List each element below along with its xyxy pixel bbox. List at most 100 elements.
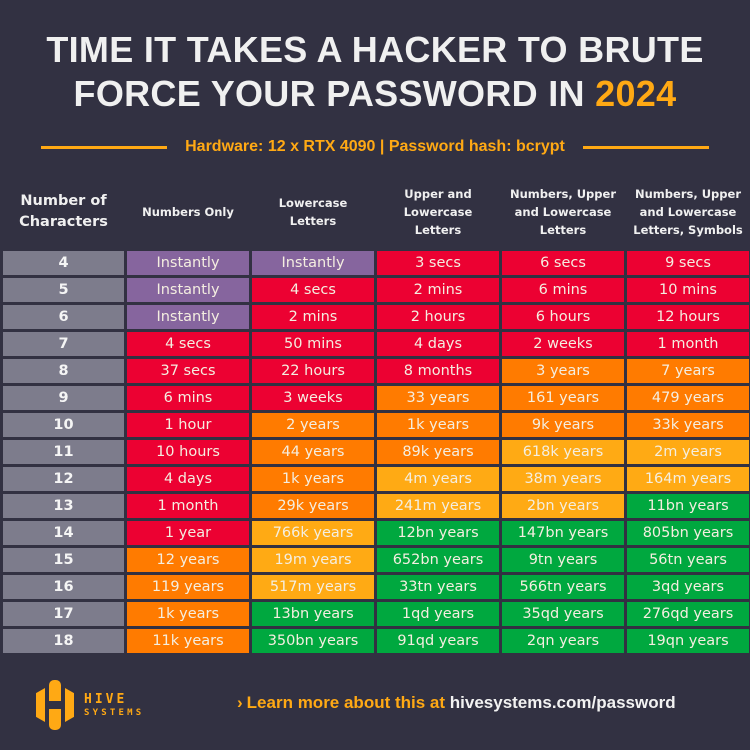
table-cell: 9 secs: [627, 251, 749, 275]
table-cell: 1k years: [377, 413, 499, 437]
table-cell: 6 mins: [502, 278, 624, 302]
table-cell: 89k years: [377, 440, 499, 464]
row-header-characters: 13: [3, 494, 124, 518]
table-cell: 1 month: [127, 494, 249, 518]
table-cell: 241m years: [377, 494, 499, 518]
table-cell: 19m years: [252, 548, 374, 572]
table-cell: 1qd years: [377, 602, 499, 626]
table-cell: 276qd years: [627, 602, 749, 626]
table-cell: 9k years: [502, 413, 624, 437]
logo-text-hive: HIVE: [84, 691, 128, 707]
table-cell: 618k years: [502, 440, 624, 464]
table-cell: 4 days: [377, 332, 499, 356]
table-cell: 1 year: [127, 521, 249, 545]
table-cell: 1 hour: [127, 413, 249, 437]
row-header-characters: 5: [3, 278, 124, 302]
column-header-upper-lower: Upper and Lowercase Letters: [403, 187, 473, 237]
table-cell: Instantly: [127, 278, 249, 302]
table-cell: 33 years: [377, 386, 499, 410]
subtitle: Hardware: 12 x RTX 4090 | Password hash:…: [185, 138, 565, 155]
logo-text-systems: SYSTEMS: [84, 707, 145, 718]
table-cell: 479 years: [627, 386, 749, 410]
table-cell: 33tn years: [377, 575, 499, 599]
title-year: 2024: [595, 73, 677, 114]
row-header-characters: 15: [3, 548, 124, 572]
table-cell: 119 years: [127, 575, 249, 599]
table-cell: 22 hours: [252, 359, 374, 383]
row-header-characters: 17: [3, 602, 124, 626]
table-cell: 1k years: [252, 467, 374, 491]
table-cell: 6 mins: [127, 386, 249, 410]
table-cell: 4 days: [127, 467, 249, 491]
table-cell: 11bn years: [627, 494, 749, 518]
logo-text: HIVE SYSTEMS: [84, 692, 144, 719]
hive-systems-logo[interactable]: HIVE SYSTEMS: [36, 680, 144, 730]
table-cell: Instantly: [127, 305, 249, 329]
table-cell: 147bn years: [502, 521, 624, 545]
footer: HIVE SYSTEMS › Learn more about this at h…: [0, 680, 750, 730]
column-header-lowercase: Lowercase Letters: [278, 196, 348, 228]
row-header-characters: 14: [3, 521, 124, 545]
table-cell: 2 weeks: [502, 332, 624, 356]
table-cell: 12 hours: [627, 305, 749, 329]
table-cell: 13bn years: [252, 602, 374, 626]
row-header-characters: 7: [3, 332, 124, 356]
table-cell: 805bn years: [627, 521, 749, 545]
table-cell: 4m years: [377, 467, 499, 491]
title-line-1: TIME IT TAKES A HACKER TO BRUTE: [46, 29, 704, 70]
table-cell: 161 years: [502, 386, 624, 410]
table-header-row: Number of Characters Numbers Only Lowerc…: [3, 180, 749, 244]
table-cell: 652bn years: [377, 548, 499, 572]
table-cell: Instantly: [252, 251, 374, 275]
table-cell: 2 mins: [377, 278, 499, 302]
table-cell: 10 mins: [627, 278, 749, 302]
row-header-characters: 6: [3, 305, 124, 329]
column-header-all-symbols: Numbers, Upper and Lowercase Letters, Sy…: [633, 187, 743, 237]
table-cell: 12bn years: [377, 521, 499, 545]
table-cell: 566tn years: [502, 575, 624, 599]
row-header-characters: 10: [3, 413, 124, 437]
table-cell: 19qn years: [627, 629, 749, 653]
table-cell: 1 month: [627, 332, 749, 356]
row-header-characters: 18: [3, 629, 124, 653]
learn-more-url[interactable]: hivesystems.com/password: [449, 693, 676, 712]
table-cell: 2 mins: [252, 305, 374, 329]
subtitle-divider-right: [582, 145, 709, 149]
table-cell: 2 years: [252, 413, 374, 437]
table-cell: 6 secs: [502, 251, 624, 275]
title-line-2: FORCE YOUR PASSWORD IN 2024: [0, 72, 750, 116]
table-cell: 50 mins: [252, 332, 374, 356]
subtitle-row: Hardware: 12 x RTX 4090 | Password hash:…: [0, 136, 750, 158]
table-cell: 517m years: [252, 575, 374, 599]
table-cell: 38m years: [502, 467, 624, 491]
table-cell: 37 secs: [127, 359, 249, 383]
table-cell: 2m years: [627, 440, 749, 464]
table-cell: 11k years: [127, 629, 249, 653]
row-header-characters: 9: [3, 386, 124, 410]
page-title: TIME IT TAKES A HACKER TO BRUTE FORCE YO…: [0, 28, 750, 116]
learn-more-link[interactable]: › Learn more about this at hivesystems.co…: [237, 693, 676, 713]
row-header-characters: 11: [3, 440, 124, 464]
password-time-table: 4 Instantly Instantly 3 secs 6 secs 9 secs 5 In…: [3, 251, 749, 653]
row-header-characters: 8: [3, 359, 124, 383]
table-cell: 2qn years: [502, 629, 624, 653]
column-header-characters: Number of Characters: [19, 193, 108, 230]
table-cell: 2bn years: [502, 494, 624, 518]
column-header-numbers-upper-lower: Numbers, Upper and Lowercase Letters: [510, 187, 616, 237]
chevron-right-icon: ›: [237, 693, 243, 712]
table-cell: 91qd years: [377, 629, 499, 653]
table-cell: 3 years: [502, 359, 624, 383]
hive-logo-icon: [36, 680, 74, 730]
table-cell: 3 secs: [377, 251, 499, 275]
table-cell: 3qd years: [627, 575, 749, 599]
table-cell: 44 years: [252, 440, 374, 464]
row-header-characters: 4: [3, 251, 124, 275]
table-cell: 350bn years: [252, 629, 374, 653]
table-cell: 56tn years: [627, 548, 749, 572]
table-cell: 766k years: [252, 521, 374, 545]
table-cell: 8 months: [377, 359, 499, 383]
table-cell: 9tn years: [502, 548, 624, 572]
column-header-numbers-only: Numbers Only: [142, 205, 234, 219]
table-cell: 164m years: [627, 467, 749, 491]
row-header-characters: 12: [3, 467, 124, 491]
